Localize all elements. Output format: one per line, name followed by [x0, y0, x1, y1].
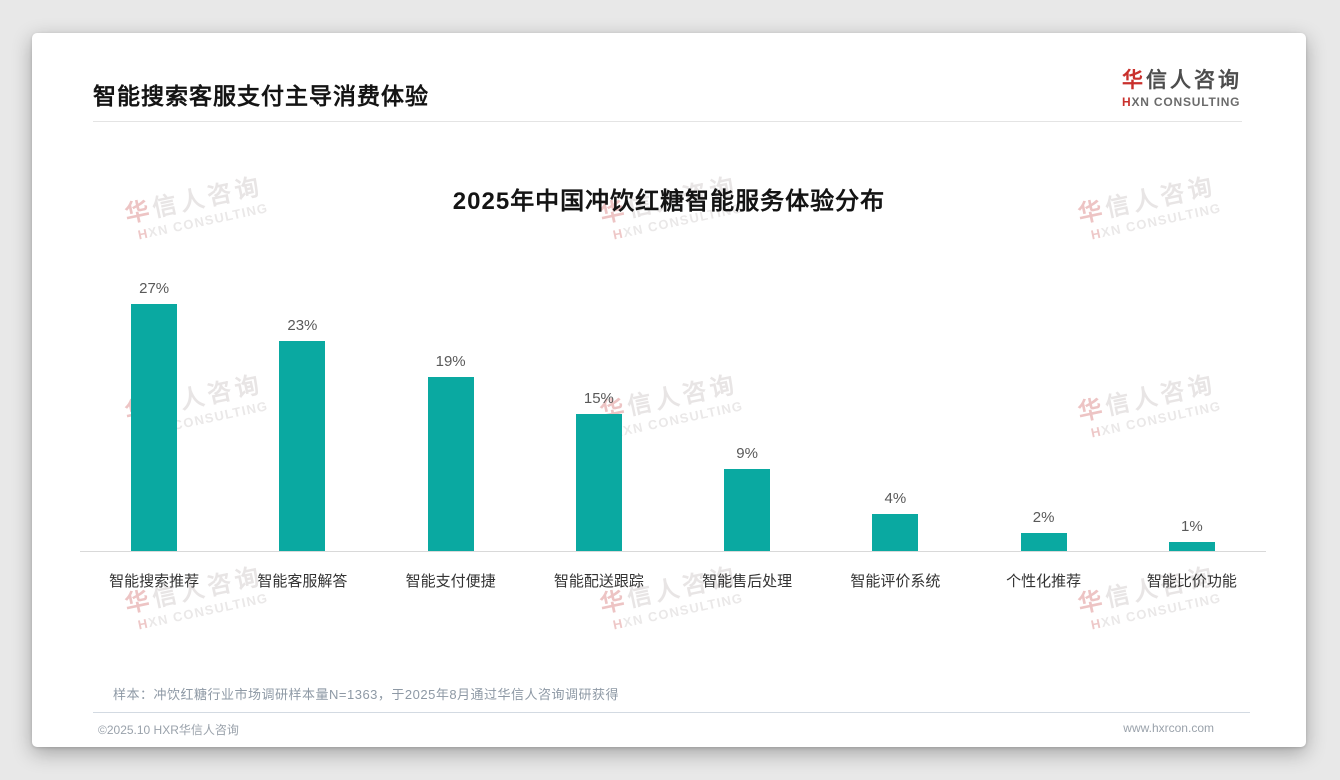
bar — [872, 514, 919, 551]
bar-value-label: 4% — [884, 490, 907, 507]
page-footer: ©2025.10 HXR华信人咨询 www.hxrcon.com — [98, 721, 1214, 738]
bar-value-label: 23% — [287, 317, 318, 334]
brand-logo-en: HXN CONSULTING — [1122, 95, 1242, 109]
watermark-cn-accent: 华 — [122, 586, 156, 619]
brand-logo-cn-accent: 华 — [1122, 69, 1146, 92]
bar — [1020, 533, 1067, 551]
category-label: 智能客服解答 — [257, 573, 348, 590]
brand-logo-cn-rest: 信人咨询 — [1146, 69, 1242, 92]
brand-logo-cn: 华信人咨询 — [1122, 64, 1242, 94]
watermark-en-accent: H — [611, 615, 625, 633]
page-title: 智能搜索客服支付主导消费体验 — [93, 83, 429, 109]
bar — [1168, 542, 1215, 551]
header-divider — [93, 121, 1242, 122]
bar — [427, 377, 474, 551]
category-label: 个性化推荐 — [1006, 573, 1082, 590]
bar-group: 23% — [228, 273, 376, 551]
category-label: 智能配送跟踪 — [553, 573, 644, 590]
bar-chart: 27% 23% 19% 15% 9% 4% 2% 1% — [80, 273, 1266, 552]
watermark-en-text: HXN CONSULTING — [604, 590, 745, 634]
watermark-en-accent: H — [136, 615, 150, 633]
category-label: 智能评价系统 — [850, 573, 941, 590]
bar-value-label: 19% — [435, 353, 466, 370]
bar-group: 27% — [80, 273, 228, 551]
sample-note: 样本：冲饮红糖行业市场调研样本量N=1363，于2025年8月通过华信人咨询调研… — [113, 687, 620, 702]
bar-value-label: 15% — [583, 390, 614, 407]
watermark-cn-accent: 华 — [1075, 586, 1109, 619]
bar-group: 9% — [673, 273, 821, 551]
watermark-en-text: HXN CONSULTING — [1082, 590, 1223, 634]
copyright-text: ©2025.10 HXR华信人咨询 — [98, 723, 239, 737]
watermark-en-accent: H — [1089, 615, 1103, 633]
category-label: 智能支付便捷 — [405, 573, 496, 590]
watermark-en-text: HXN CONSULTING — [129, 590, 270, 634]
bar — [575, 414, 622, 551]
bar — [724, 469, 771, 551]
brand-logo-en-rest: XN CONSULTING — [1131, 95, 1241, 109]
watermark-en-rest: XN CONSULTING — [146, 590, 270, 631]
bar-group: 1% — [1118, 273, 1266, 551]
bar — [279, 341, 326, 551]
website-url: www.hxrcon.com — [1123, 721, 1214, 735]
chart-title: 2025年中国冲饮红糖智能服务体验分布 — [452, 188, 886, 215]
bar — [131, 304, 178, 551]
bar-group: 19% — [377, 273, 525, 551]
watermark-en-rest: XN CONSULTING — [1099, 590, 1223, 631]
watermark-cn-accent: 华 — [597, 586, 631, 619]
watermark-en-rest: XN CONSULTING — [621, 590, 745, 631]
category-label: 智能比价功能 — [1146, 573, 1237, 590]
watermark-en-accent: H — [611, 225, 625, 243]
brand-logo: 华信人咨询 HXN CONSULTING — [1122, 64, 1242, 109]
watermark-en-accent: H — [1089, 225, 1103, 243]
category-axis: 智能搜索推荐 智能客服解答 智能支付便捷 智能配送跟踪 智能售后处理 智能评价系统 个性化推… — [80, 570, 1266, 591]
brand-logo-en-accent: H — [1122, 95, 1132, 109]
footer-divider — [93, 712, 1250, 713]
category-label: 智能售后处理 — [702, 573, 793, 590]
report-card: 华信人咨询 HXN CONSULTING 华信人咨询 HXN CONSULTING 华信… — [32, 33, 1306, 747]
bar-group: 4% — [821, 273, 969, 551]
bar-value-label: 2% — [1032, 509, 1055, 526]
category-label: 智能搜索推荐 — [109, 573, 200, 590]
watermark-en-accent: H — [136, 225, 150, 243]
bar-group: 15% — [525, 273, 673, 551]
bar-value-label: 9% — [736, 445, 758, 462]
bar-value-label: 1% — [1181, 518, 1203, 535]
bar-value-label: 27% — [139, 280, 170, 297]
bar-group: 2% — [970, 273, 1118, 551]
